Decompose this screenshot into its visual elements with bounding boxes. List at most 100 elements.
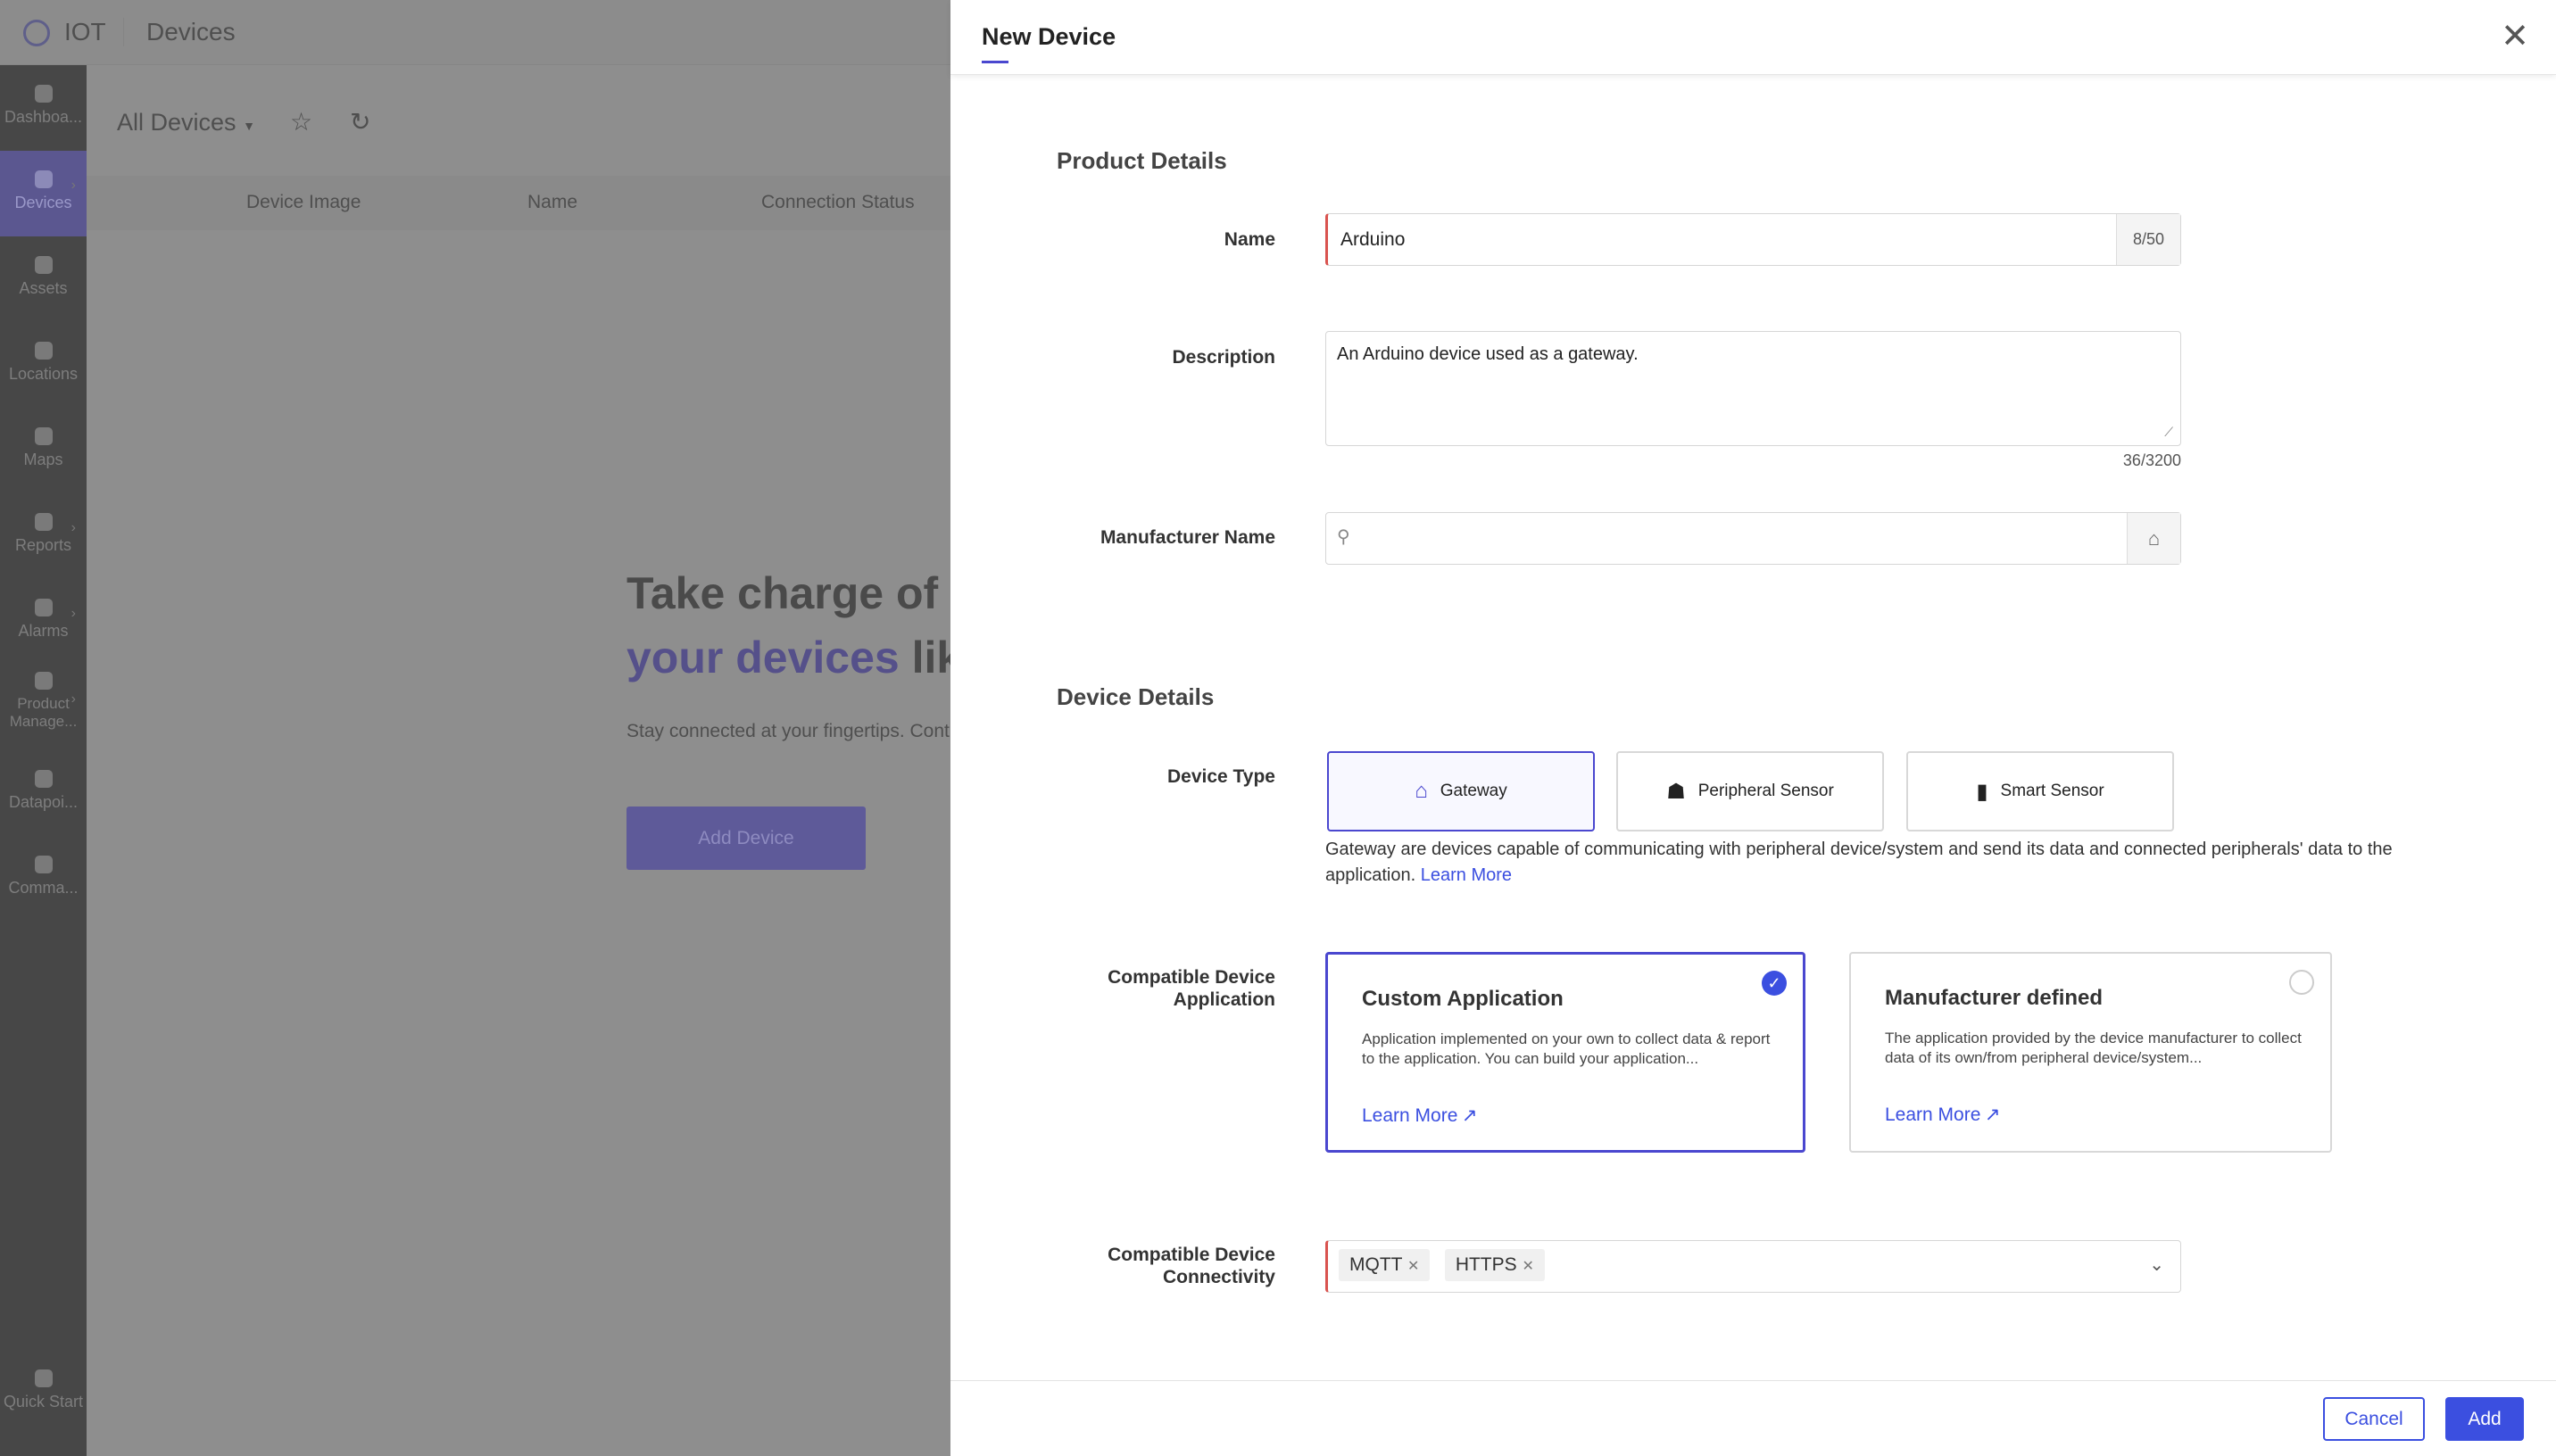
new-device-drawer: New Device ✕ Product Details Name Arduin… (950, 0, 2556, 1456)
label-line: Compatible Device (1108, 1245, 1275, 1265)
connectivity-multiselect[interactable]: MQTT ✕ HTTPS ✕ ⌄ (1325, 1240, 2181, 1293)
title-underline (982, 61, 1008, 63)
label-line: Application (1173, 989, 1275, 1010)
search-icon: ⚲ (1337, 527, 1350, 547)
learn-more-link[interactable]: Learn More (1420, 865, 1513, 885)
card-learn-more[interactable]: Learn More ↗ (1885, 1104, 2296, 1126)
chevron-right-icon: › (71, 178, 76, 193)
compatible-app-label: Compatible Device Application (1008, 966, 1275, 1011)
card-learn-more[interactable]: Learn More ↗ (1362, 1104, 1769, 1127)
divider (123, 18, 124, 46)
section-device-details: Device Details (1057, 683, 1215, 710)
drawer-title: New Device (982, 23, 1116, 50)
sidebar-item-datapoints[interactable]: Datapoi... (0, 750, 87, 836)
name-field[interactable]: Arduino 8/50 (1325, 213, 2181, 266)
device-type-gateway[interactable]: ⌂ Gateway (1327, 751, 1595, 831)
chevron-right-icon: › (71, 691, 76, 707)
hero-title-line1: Take charge of (627, 568, 939, 618)
sidebar-item-reports[interactable]: › Reports (0, 493, 87, 579)
option-label: Gateway (1440, 782, 1507, 800)
resize-handle-icon[interactable]: ⟋ (2164, 425, 2173, 439)
sidebar-label: Product Manage... (9, 695, 78, 730)
learn-more-link[interactable]: Learn More (1362, 1105, 1458, 1126)
sidebar-item-commands[interactable]: Comma... (0, 836, 87, 922)
sidebar-label: Devices (14, 194, 72, 211)
sidebar-item-devices[interactable]: › Devices (0, 151, 87, 236)
check-circle-icon: ✓ (1762, 971, 1787, 996)
drawer-header: New Device ✕ (950, 0, 2556, 75)
view-selector[interactable]: All Devices ▼ (117, 109, 255, 136)
hero-subtitle: Stay connected at your fingertips. Conti (627, 721, 954, 741)
add-device-button[interactable]: Add Device (627, 807, 866, 870)
sidebar-label: Datapoi... (8, 793, 79, 811)
help-text: Gateway are devices capable of communica… (1325, 840, 2393, 885)
datapoint-icon (34, 770, 53, 788)
option-label: Smart Sensor (2000, 782, 2104, 800)
close-icon[interactable]: ✕ (2501, 18, 2529, 55)
magic-wand-icon (34, 1369, 53, 1387)
description-textarea[interactable]: An Arduino device used as a gateway. ⟋ (1325, 331, 2181, 446)
sidebar-item-maps[interactable]: Maps (0, 408, 87, 493)
manufacturer-search-input[interactable]: ⚲ ⌂ (1325, 512, 2181, 565)
sidebar-item-dashboard[interactable]: Dashboa... (0, 65, 87, 151)
view-name: All Devices (117, 109, 237, 136)
sidebar-item-assets[interactable]: Assets (0, 236, 87, 322)
name-value: Arduino (1340, 229, 1406, 250)
device-type-label: Device Type (1166, 766, 1275, 787)
description-value: An Arduino device used as a gateway. (1337, 344, 1639, 364)
add-button[interactable]: Add (2445, 1397, 2524, 1441)
learn-more-link[interactable]: Learn More (1885, 1104, 1981, 1125)
description-label: Description (1172, 347, 1275, 368)
refresh-icon[interactable]: ↻ (350, 108, 371, 136)
sidebar-label: Alarms (18, 622, 69, 640)
table-header: Device Image Name Connection Status (87, 176, 950, 230)
column-name[interactable]: Name (527, 192, 578, 212)
sidebar-label: Assets (19, 279, 68, 297)
sidebar-label: Quick Start (3, 1393, 84, 1410)
bell-icon (34, 599, 53, 616)
sidebar-item-product-management[interactable]: › Product Manage... (0, 665, 87, 750)
box-icon (34, 672, 53, 690)
card-desc: Application implemented on your own to c… (1362, 1030, 1771, 1067)
device-icon (34, 170, 53, 188)
quick-start-button[interactable]: Quick Start (0, 1350, 87, 1435)
chevron-right-icon: › (71, 520, 76, 535)
smart-sensor-icon: ▮ (1976, 779, 1988, 804)
factory-icon[interactable]: ⌂ (2127, 513, 2180, 564)
cancel-button[interactable]: Cancel (2323, 1397, 2425, 1441)
app-card-manufacturer[interactable]: Manufacturer defined The application pro… (1849, 952, 2332, 1153)
connectivity-label: Compatible Device Connectivity (1008, 1244, 1275, 1288)
card-title: Custom Application (1362, 987, 1564, 1011)
star-icon[interactable]: ☆ (290, 108, 313, 136)
page-name: Devices (146, 18, 236, 46)
chevron-down-icon[interactable]: ⌄ (2149, 1255, 2164, 1275)
column-connection-status[interactable]: Connection Status (761, 192, 915, 212)
device-type-peripheral-sensor[interactable]: ☗ Peripheral Sensor (1616, 751, 1884, 831)
peripheral-sensor-icon: ☗ (1666, 779, 1686, 804)
remove-tag-icon[interactable]: ✕ (1407, 1259, 1420, 1274)
sidebar-label: Dashboa... (4, 108, 83, 126)
name-counter: 8/50 (2116, 214, 2180, 265)
chevron-right-icon: › (71, 606, 76, 621)
description-counter: 36/3200 (2122, 451, 2181, 469)
tag-label: HTTPS (1455, 1254, 1517, 1275)
location-icon (34, 342, 53, 360)
card-title: Manufacturer defined (1885, 986, 2104, 1010)
gateway-icon: ⌂ (1415, 779, 1428, 803)
remove-tag-icon[interactable]: ✕ (1522, 1259, 1534, 1274)
top-bar: IOT Devices (0, 0, 950, 65)
label-line: Connectivity (1162, 1267, 1275, 1287)
device-type-smart-sensor[interactable]: ▮ Smart Sensor (1906, 751, 2174, 831)
tag-mqtt: MQTT ✕ (1339, 1249, 1431, 1281)
option-label: Peripheral Sensor (1697, 782, 1834, 800)
reports-icon (34, 513, 53, 531)
external-link-icon: ↗ (1461, 1105, 1478, 1126)
name-label: Name (1224, 229, 1275, 250)
assets-icon (34, 256, 53, 274)
caret-down-icon: ▼ (243, 119, 255, 133)
sidebar-item-locations[interactable]: Locations (0, 322, 87, 408)
sidebar-item-alarms[interactable]: › Alarms (0, 579, 87, 665)
hero-highlight: your devices (627, 633, 900, 682)
app-card-custom[interactable]: ✓ Custom Application Application impleme… (1325, 952, 1805, 1153)
command-icon (34, 856, 53, 873)
